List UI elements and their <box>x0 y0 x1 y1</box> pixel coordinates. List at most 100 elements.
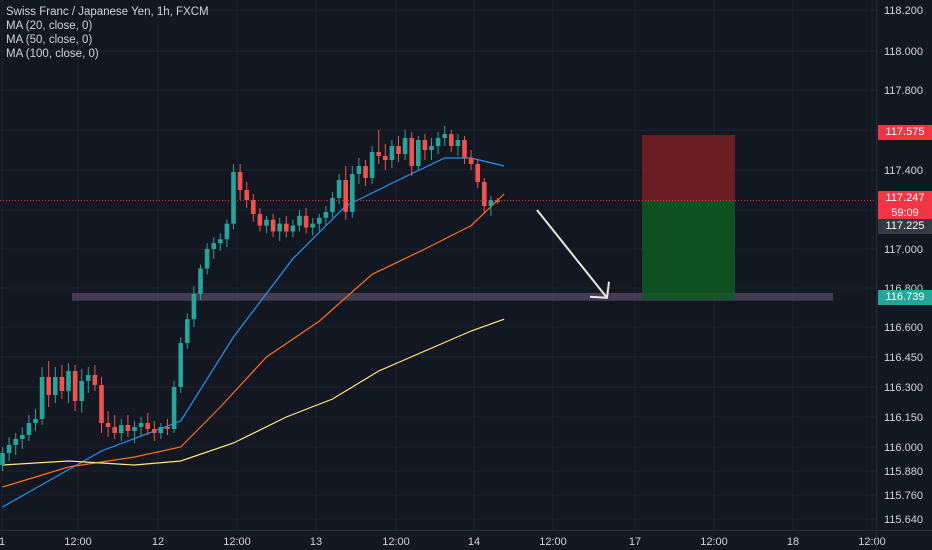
candle-body <box>376 152 381 156</box>
candle-body <box>383 156 388 160</box>
ma50-legend: MA (50, close, 0) <box>6 34 93 46</box>
candle-body <box>369 152 375 178</box>
ma100-legend: MA (100, close, 0) <box>6 48 99 60</box>
last-price-tag: 117.247 <box>878 191 932 206</box>
candle-body <box>277 223 282 232</box>
x-tick-label: 14 <box>468 536 480 548</box>
candle-body <box>145 423 150 429</box>
candle-body <box>442 134 447 138</box>
ma100-line <box>2 318 505 466</box>
candle-body <box>455 140 461 146</box>
candle-body <box>231 172 236 224</box>
y-tick-label: 115.640 <box>884 514 923 526</box>
x-tick-label: 12:00 <box>382 536 410 548</box>
candle-body <box>363 166 368 178</box>
candle-body <box>72 371 78 401</box>
candle-body <box>429 146 434 150</box>
candle-body <box>251 200 256 214</box>
candle-body <box>0 453 5 465</box>
candle-body <box>495 200 500 202</box>
candle-body <box>449 134 454 146</box>
candle-body <box>138 423 144 427</box>
y-tick-label: 116.150 <box>884 412 923 424</box>
x-tick-label: 12:00 <box>223 536 251 548</box>
candle-body <box>20 435 25 439</box>
candle-body <box>336 180 342 198</box>
candle-body <box>396 146 401 154</box>
candle-body <box>105 423 111 427</box>
candle-body <box>46 377 51 395</box>
candle-body <box>264 219 269 226</box>
chart-legend: Swiss Franc / Japanese Yen, 1h, FXCM MA … <box>6 5 209 61</box>
candle-body <box>270 219 276 232</box>
x-tick-label: 13 <box>310 536 322 548</box>
candle-body <box>66 371 71 391</box>
x-tick-label: 12:00 <box>700 536 728 548</box>
candle-body <box>53 377 58 395</box>
candle-body <box>350 174 355 212</box>
candle-body <box>237 172 243 190</box>
y-tick-label: 118.200 <box>884 5 923 17</box>
candle-body <box>224 223 230 240</box>
y-tick-label: 116.600 <box>884 322 923 334</box>
candle-body <box>482 182 487 206</box>
x-tick-label: 12:00 <box>539 536 567 548</box>
candle-body <box>33 419 38 423</box>
candle-body <box>178 343 183 387</box>
candle-body <box>343 180 348 212</box>
candle-body <box>92 375 98 385</box>
candle-body <box>112 427 117 433</box>
candle-body <box>435 138 441 146</box>
x-tick-label: 12:00 <box>858 536 886 548</box>
stop-loss-zone <box>642 135 735 201</box>
ma50-line <box>2 193 505 488</box>
candle-body <box>59 377 65 391</box>
candle-body <box>303 215 309 228</box>
entry-price-tag: 117.225 <box>878 219 932 234</box>
x-tick-label: 17 <box>629 536 641 548</box>
candle-body <box>422 140 428 150</box>
candle-body <box>198 268 203 294</box>
y-tick-label: 116.450 <box>884 352 923 364</box>
candle-body <box>297 215 302 226</box>
candle-body <box>323 211 329 218</box>
candle-body <box>317 217 322 224</box>
candle-body <box>39 377 45 419</box>
x-tick-label: 12 <box>152 536 164 548</box>
y-tick-label: 115.880 <box>884 466 923 478</box>
x-tick-label: 1 <box>0 536 5 548</box>
candle-body <box>152 429 157 433</box>
stop-price-tag: 117.575 <box>878 125 932 140</box>
x-tick-label: 12:00 <box>64 536 92 548</box>
candle-body <box>191 293 197 320</box>
candle-body <box>99 385 104 423</box>
candle-body <box>86 375 91 381</box>
candle-body <box>257 213 263 226</box>
y-tick-label: 117.800 <box>884 85 923 97</box>
candle-body <box>284 223 289 232</box>
candle-body <box>211 243 216 249</box>
chart-title: Swiss Franc / Japanese Yen, 1h, FXCM <box>6 6 209 18</box>
candle-body <box>468 158 474 164</box>
support-zone <box>72 292 833 301</box>
candle-body <box>389 146 395 160</box>
candle-body <box>185 319 190 343</box>
candle-body <box>158 427 164 433</box>
candle-body <box>165 427 170 429</box>
candle-body <box>356 166 362 174</box>
candle-body <box>409 138 414 166</box>
candle-body <box>475 164 480 182</box>
y-tick-label: 115.760 <box>884 490 923 502</box>
forecast-arrow-head <box>589 281 610 299</box>
candle-body <box>125 425 131 431</box>
candle-body <box>171 387 177 429</box>
candle-body <box>26 423 32 435</box>
target-price-tag: 116.739 <box>878 290 932 305</box>
candle-body <box>290 225 296 232</box>
countdown-tag: 59:09 <box>878 206 932 221</box>
ma20-legend: MA (20, close, 0) <box>6 20 93 32</box>
take-profit-zone <box>642 200 735 300</box>
y-tick-label: 117.000 <box>884 244 923 256</box>
